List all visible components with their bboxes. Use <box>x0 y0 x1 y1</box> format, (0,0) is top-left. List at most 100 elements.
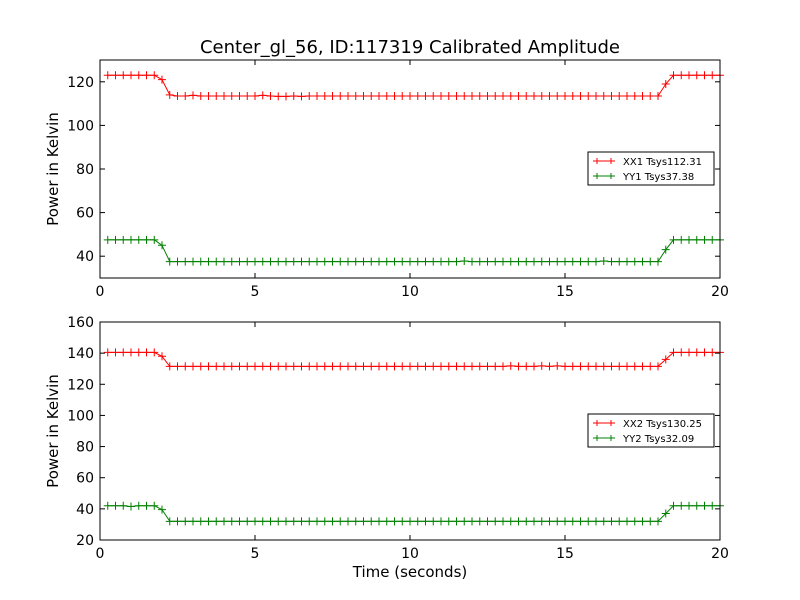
x-axis-label: Time (seconds) <box>352 563 468 581</box>
data-point <box>553 91 562 100</box>
data-point <box>150 71 159 80</box>
data-point <box>189 91 197 100</box>
data-point <box>220 91 228 100</box>
data-point <box>638 517 647 526</box>
data-point <box>103 71 112 80</box>
data-point <box>452 362 461 371</box>
data-point <box>437 91 445 100</box>
data-point <box>692 71 701 80</box>
data-point <box>491 91 500 100</box>
data-point <box>103 501 112 510</box>
legend-marker <box>595 435 613 441</box>
data-point <box>282 362 290 371</box>
data-point <box>685 71 693 80</box>
data-point <box>522 362 531 371</box>
data-point <box>506 91 515 100</box>
data-point <box>251 91 259 100</box>
data-point <box>142 235 151 244</box>
data-point <box>406 257 414 266</box>
data-point <box>336 517 345 526</box>
data-point <box>134 71 143 80</box>
data-point <box>576 517 585 526</box>
data-point <box>630 362 639 371</box>
y-tick-label: 20 <box>76 533 94 549</box>
data-point <box>243 362 252 371</box>
data-point <box>576 91 585 100</box>
data-point <box>444 362 453 371</box>
data-point <box>359 517 368 526</box>
data-point <box>669 348 678 357</box>
x-tick-label: 20 <box>711 546 729 562</box>
data-point <box>623 517 631 526</box>
data-point <box>289 362 298 371</box>
data-point <box>452 91 461 100</box>
data-point <box>189 517 197 526</box>
legend-label: XX1 Tsys112.31 <box>623 157 702 168</box>
data-point <box>561 91 569 100</box>
data-point <box>367 517 376 526</box>
data-point <box>328 517 337 526</box>
data-point <box>235 257 244 266</box>
data-point <box>421 362 430 371</box>
data-point <box>158 75 166 84</box>
data-point <box>646 257 655 266</box>
data-point <box>320 91 329 100</box>
legend-marker <box>595 420 613 426</box>
data-point <box>460 256 469 265</box>
data-point <box>553 257 562 266</box>
data-point <box>506 257 515 266</box>
data-point <box>630 517 639 526</box>
data-point <box>468 362 476 371</box>
data-point <box>452 257 461 266</box>
data-point <box>638 362 647 371</box>
data-point <box>522 517 531 526</box>
data-point <box>630 257 639 266</box>
data-point <box>336 257 345 266</box>
figure-title: Center_gl_56, ID:117319 Calibrated Ampli… <box>200 37 620 58</box>
data-point <box>274 257 283 266</box>
data-point <box>150 348 159 357</box>
y-tick-label: 100 <box>67 408 94 424</box>
data-point <box>344 362 352 371</box>
data-point <box>243 257 252 266</box>
data-point <box>599 517 608 526</box>
data-point <box>537 91 546 100</box>
data-point <box>243 91 252 100</box>
data-point <box>483 257 492 266</box>
data-point <box>708 71 717 80</box>
data-point <box>654 517 662 526</box>
data-point <box>669 71 678 80</box>
data-point <box>158 505 166 514</box>
data-point <box>545 517 554 526</box>
data-point <box>305 517 314 526</box>
data-point <box>119 348 128 357</box>
data-point <box>103 348 112 357</box>
y-tick-label: 80 <box>76 440 94 456</box>
data-point <box>235 517 244 526</box>
data-point <box>460 362 469 371</box>
data-point <box>251 517 259 526</box>
legend-box <box>587 151 715 186</box>
data-point <box>235 91 244 100</box>
data-point <box>328 362 337 371</box>
data-point <box>646 362 655 371</box>
data-point <box>592 362 600 371</box>
data-point <box>630 91 639 100</box>
y-tick-label: 80 <box>76 162 94 178</box>
data-point <box>661 355 670 364</box>
data-point <box>499 517 507 526</box>
data-point <box>708 501 717 510</box>
x-tick-label: 0 <box>96 546 105 562</box>
data-point <box>212 362 221 371</box>
y-tick-label: 100 <box>67 118 94 134</box>
x-tick-label: 0 <box>96 284 105 300</box>
x-tick-label: 15 <box>556 546 574 562</box>
series-line-1 <box>107 74 720 97</box>
data-point <box>382 91 391 100</box>
data-point <box>375 362 383 371</box>
x-tick-label: 10 <box>401 284 419 300</box>
data-point <box>514 257 523 266</box>
data-point <box>475 362 484 371</box>
data-point <box>514 91 523 100</box>
data-point <box>568 517 577 526</box>
